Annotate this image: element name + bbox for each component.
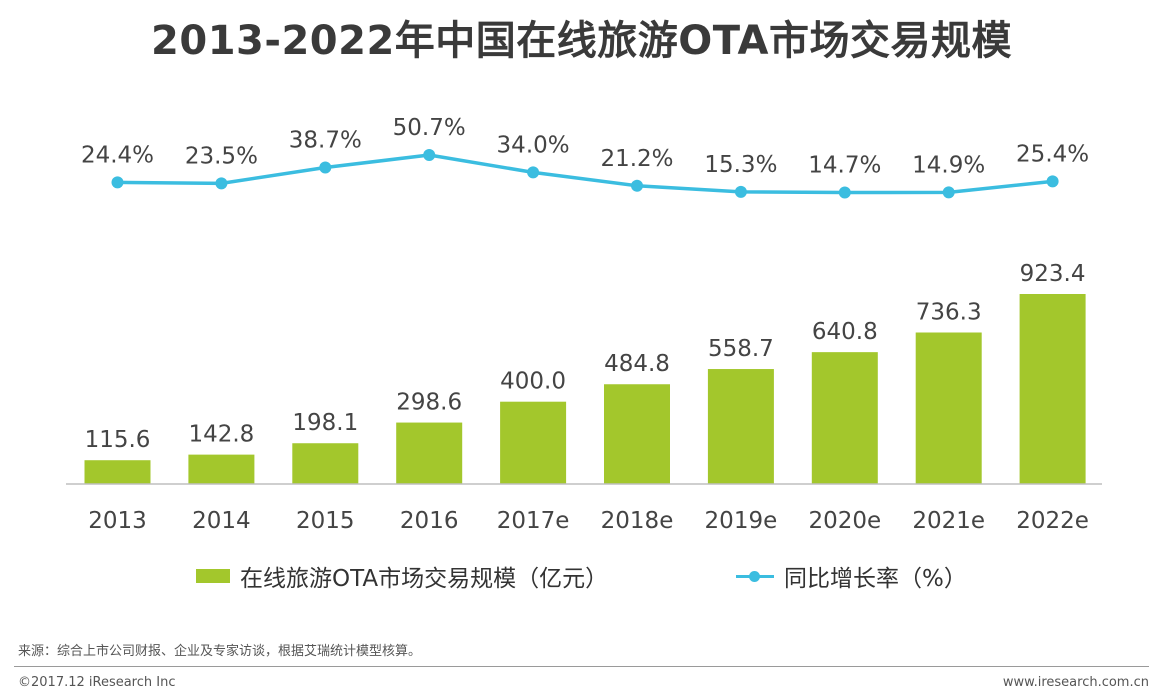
bar-2014 (188, 454, 255, 484)
x-tick-2015: 2015 (296, 508, 355, 534)
x-tick-2013: 2013 (88, 508, 147, 534)
bar-label-2014: 142.8 (188, 422, 254, 448)
growth-label-2020e: 14.7% (808, 153, 881, 179)
bar-2021e (915, 332, 982, 484)
bar-2019e (707, 369, 774, 484)
legend-line-label: 同比增长率（%） (784, 566, 967, 592)
copyright-text: ©2017.12 iResearch Inc (18, 675, 176, 690)
growth-point-2020e (838, 186, 851, 199)
bar-label-2013: 115.6 (85, 427, 151, 453)
growth-label-2015: 38.7% (289, 128, 362, 154)
x-tick-2020e: 2020e (808, 508, 881, 534)
bar-label-2022e: 923.4 (1020, 261, 1086, 287)
growth-label-2019e: 15.3% (704, 152, 777, 178)
legend-item-line: 同比增长率（%） (736, 558, 967, 594)
x-tick-2017e: 2017e (497, 508, 570, 534)
x-tick-2018e: 2018e (601, 508, 674, 534)
bar-label-2017e: 400.0 (500, 369, 566, 395)
growth-label-2016: 50.7% (393, 115, 466, 141)
chart-title: 2013-2022年中国在线旅游OTA市场交易规模 (151, 18, 1012, 64)
bar-2020e (811, 352, 878, 484)
growth-point-2019e (734, 185, 747, 198)
bar-2015 (292, 443, 359, 484)
x-tick-2019e: 2019e (705, 508, 778, 534)
legend-bar-label: 在线旅游OTA市场交易规模（亿元） (240, 566, 609, 592)
growth-point-2022e (1046, 175, 1059, 188)
growth-point-2016 (423, 149, 436, 161)
bar-label-2016: 298.6 (396, 390, 462, 416)
bar-series (84, 294, 1086, 484)
growth-label-2013: 24.4% (81, 142, 154, 168)
bar-2018e (604, 384, 670, 484)
x-tick-2016: 2016 (400, 508, 459, 534)
growth-label-2021e: 14.9% (912, 152, 985, 178)
growth-point-2018e (631, 179, 643, 192)
growth-label-2017e: 34.0% (497, 132, 570, 158)
website-link[interactable]: www.iresearch.com.cn (1002, 675, 1149, 690)
growth-point-2015 (319, 161, 332, 174)
bar-label-2019e: 558.7 (708, 336, 774, 362)
x-tick-2014: 2014 (192, 508, 251, 534)
x-tick-labels: 2013 2014 2015 2016 2017e 2018e 2019e 2020e 2021… (88, 508, 1089, 534)
bar-label-2015: 198.1 (292, 410, 358, 436)
growth-point-2017e (527, 166, 540, 179)
bar-2022e (1019, 294, 1086, 484)
growth-rate-labels: 24.4% 23.5% 38.7% 50.7% 34.0% 21.2% 15.3% 14.7%… (81, 115, 1089, 179)
growth-point-2014 (215, 177, 228, 190)
footer-divider (14, 666, 1149, 667)
chart-area: 115.6 142.8 198.1 298.6 400.0 484.8 558.7 640.8… (66, 115, 1102, 534)
x-tick-2022e: 2022e (1016, 508, 1089, 534)
growth-rate-points (111, 149, 1059, 199)
growth-point-2021e (942, 186, 955, 199)
bar-2016 (396, 422, 463, 484)
growth-label-2022e: 25.4% (1016, 141, 1089, 167)
legend-item-bar: 在线旅游OTA市场交易规模（亿元） (196, 558, 608, 594)
source-note: 来源：综合上市公司财报、企业及专家访谈，根据艾瑞统计模型核算。 (18, 644, 422, 659)
bar-label-2020e: 640.8 (812, 319, 878, 345)
bar-label-2018e: 484.8 (604, 351, 670, 377)
growth-point-2013 (111, 176, 124, 189)
growth-label-2018e: 21.2% (600, 146, 673, 172)
bar-label-2021e: 736.3 (916, 299, 982, 325)
legend-bar-swatch (196, 569, 230, 583)
legend-line-swatch (736, 569, 774, 583)
growth-rate-line (117, 153, 1053, 195)
x-tick-2021e: 2021e (912, 508, 985, 534)
bar-2017e (500, 401, 567, 484)
bar-2013 (84, 460, 151, 484)
bar-value-labels: 115.6 142.8 198.1 298.6 400.0 484.8 558.7 640.8… (85, 261, 1086, 453)
growth-label-2014: 23.5% (185, 143, 258, 169)
